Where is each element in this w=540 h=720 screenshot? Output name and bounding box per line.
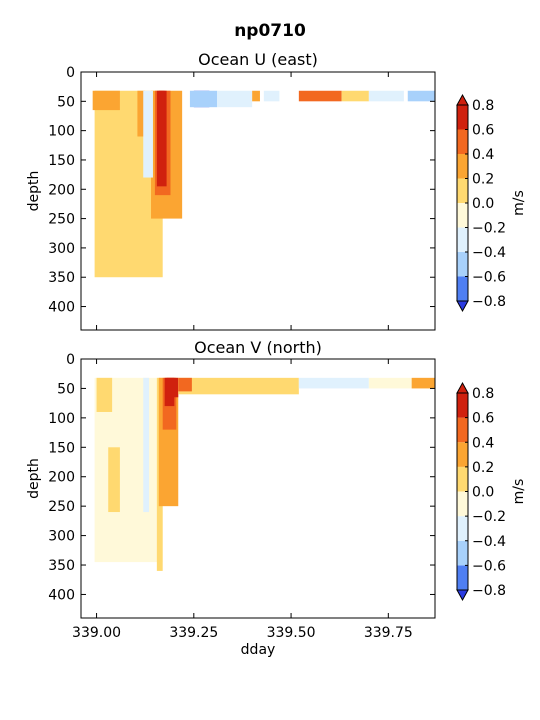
y-tick-label: 150 [48,440,75,456]
colorbar-tick-label: 0.2 [472,172,494,188]
contour-cell [217,90,253,108]
colorbar-box [457,203,468,228]
y-tick-label: 150 [48,153,75,169]
colorbar-extend-max [456,93,469,106]
panel-title: Ocean U (east) [198,50,318,69]
colorbar-tick-label: 0.8 [472,386,494,402]
x-tick-label: 339.00 [72,625,121,641]
ocean-v-panel: Ocean V (north) 0 50 100 150 200 250 300 350 400 3… [26,338,527,658]
y-axis-label: depth [26,458,42,499]
y-tick-label: 350 [48,558,75,574]
y-tick-label: 250 [48,212,75,228]
contour-field [94,377,435,571]
x-axis-label: dday [241,642,276,658]
contour-cell [298,90,342,102]
contour-cell [298,377,369,389]
contour-cell [143,377,150,513]
colorbar-tick-label: −0.2 [472,221,506,237]
y-tick-label: 200 [48,470,75,486]
contour-cell [252,90,260,102]
y-tick-label: 250 [48,499,75,515]
colorbar-box [457,154,468,179]
colorbar-tick-label: 0.4 [472,435,494,451]
colorbar-box [457,252,468,277]
colorbar-extend-min [456,300,469,313]
axes-frame [80,358,436,619]
contour-cell [108,447,120,513]
contour-cell [158,90,165,160]
colorbar-tick-label: 0.2 [472,460,494,476]
contour-cell [341,90,369,102]
colorbar-box [457,393,468,418]
y-tick-label: 300 [48,529,75,545]
panel-title: Ocean V (north) [194,338,322,357]
colorbar-box [457,491,468,517]
colorbar-tick-label: −0.8 [472,294,506,310]
y-tick-label: 50 [57,94,75,110]
colorbar-tick-label: 0.4 [472,147,494,163]
colorbar-tick-label: −0.8 [472,583,506,599]
colorbar-tick-label: 0.8 [472,98,494,114]
colorbar-tick-label: 0.6 [472,123,494,139]
contour-cell [137,90,146,137]
contour-cell [96,377,113,412]
contour-cell [407,90,435,102]
colorbar-box [457,442,468,467]
colorbar-label: m/s [511,479,527,505]
colorbar-tick-label: −0.6 [472,558,506,574]
colorbar-tick-label: −0.4 [472,534,506,550]
y-tick-label: 400 [48,300,75,316]
colorbar-box [457,417,468,443]
colorbar-extend-min [456,589,469,602]
ocean-u-panel: Ocean U (east) 0 50 100 150 200 250 300 350 400 de… [26,50,527,331]
contour-field [92,90,435,278]
figure-suptitle: np0710 [234,21,306,41]
colorbar-tick-label: 0.0 [472,485,494,501]
colorbar-label: m/s [511,190,527,216]
colorbar-box [457,565,468,590]
contour-cell [263,90,280,102]
x-tick-label: 339.50 [267,625,316,641]
y-tick-label: 200 [48,182,75,198]
contour-cell [178,377,299,395]
y-tick-label: 100 [48,124,75,140]
y-tick-label: 0 [66,352,75,368]
contour-cell [368,90,404,102]
contour-cell [166,377,179,398]
x-tick-label: 339.25 [169,625,218,641]
y-axis-label: depth [26,171,42,212]
colorbar-tick-label: 0.0 [472,196,494,212]
colorbar-extend-max [456,381,469,394]
colorbar-box [457,227,468,252]
y-tick-label: 400 [48,587,75,603]
colorbar-box [457,540,468,566]
colorbar-box [457,276,468,301]
contour-cell [143,90,153,178]
contour-cell [92,90,120,111]
colorbar-box [457,178,468,203]
contour-cell [178,377,192,392]
colorbar-box [457,105,468,130]
colorbar-tick-label: −0.4 [472,245,506,261]
y-tick-label: 350 [48,270,75,286]
contour-cell [368,377,412,389]
contour-cell [411,377,435,389]
y-tick-label: 100 [48,411,75,427]
colorbar-tick-label: 0.6 [472,411,494,427]
contour-cell [189,90,218,108]
y-tick-label: 0 [66,65,75,81]
colorbar-box [457,516,468,541]
colorbar-tick-label: −0.6 [472,270,506,286]
x-tick-label: 339.75 [364,625,413,641]
colorbar-tick-label: −0.2 [472,509,506,525]
colorbar-box [457,466,468,492]
y-tick-label: 50 [57,381,75,397]
colorbar-box [457,129,468,154]
axes-frame [80,71,436,331]
y-tick-label: 300 [48,241,75,257]
